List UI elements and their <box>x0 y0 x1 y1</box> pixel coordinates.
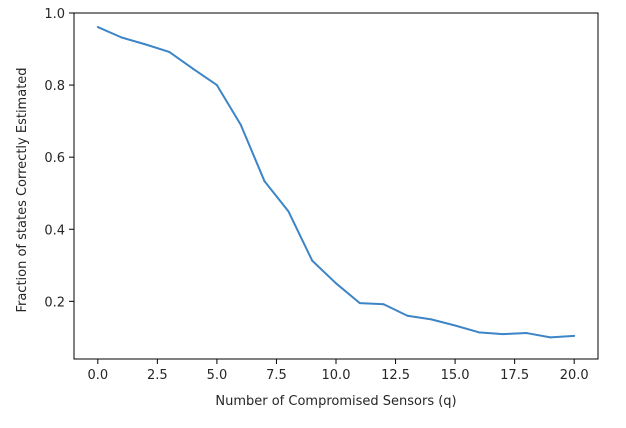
x-tick-label: 15.0 <box>441 368 470 383</box>
data-point <box>239 123 242 126</box>
y-axis-label: Fraction of states Correctly Estimated <box>15 67 30 312</box>
x-tick-label: 5.0 <box>207 368 228 383</box>
data-point <box>311 259 314 262</box>
data-point <box>215 84 218 87</box>
x-tick-label: 10.0 <box>322 368 351 383</box>
data-point <box>168 50 171 53</box>
y-tick-label: 0.2 <box>44 295 65 310</box>
data-point <box>358 302 361 305</box>
y-tick-label: 0.8 <box>44 79 65 94</box>
y-axis-ticks: 0.2 0.4 0.6 0.8 1.0 <box>44 7 74 310</box>
x-tick-label: 17.5 <box>500 368 529 383</box>
data-point <box>549 336 552 339</box>
data-point <box>287 210 290 213</box>
data-point <box>120 36 123 39</box>
data-point <box>335 282 337 285</box>
y-tick-label: 1.0 <box>44 7 65 22</box>
y-tick-label: 0.4 <box>44 223 65 238</box>
x-tick-label: 0.0 <box>87 368 108 383</box>
data-point <box>96 26 99 29</box>
data-point <box>573 334 576 337</box>
data-point <box>430 318 433 321</box>
series-layer <box>96 26 576 339</box>
x-axis-ticks: 0.0 2.5 5.0 7.5 10.0 12.5 15.0 17.5 20.0 <box>87 359 589 383</box>
x-axis-label: Number of Compromised Sensors (q) <box>215 394 456 409</box>
x-tick-label: 7.5 <box>266 368 287 383</box>
data-point <box>382 303 385 306</box>
data-point <box>454 324 457 327</box>
x-tick-label: 20.0 <box>560 368 589 383</box>
data-point <box>263 180 266 183</box>
data-point <box>477 331 480 334</box>
data-point <box>406 314 409 317</box>
x-tick-label: 2.5 <box>147 368 168 383</box>
plot-area <box>73 12 599 360</box>
data-point <box>144 43 147 46</box>
data-point <box>525 332 528 335</box>
x-tick-label: 12.5 <box>381 368 410 383</box>
y-tick-label: 0.6 <box>44 151 65 166</box>
data-point <box>192 67 195 70</box>
data-point <box>501 333 504 336</box>
